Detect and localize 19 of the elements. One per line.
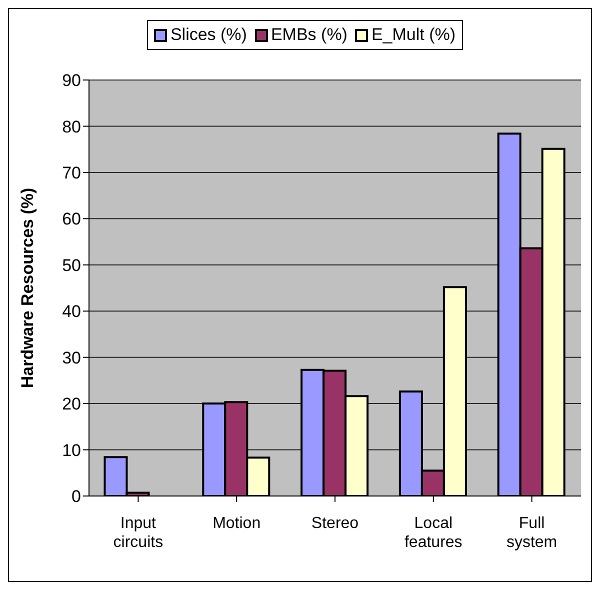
x-tick-label: Full system xyxy=(506,515,558,551)
y-tick-label: 10 xyxy=(62,440,81,460)
x-tick-label: Input circuits xyxy=(113,515,164,551)
y-tick-label: 60 xyxy=(62,210,81,229)
legend-label: EMBs (%) xyxy=(270,25,348,45)
x-tick-label: Motion xyxy=(212,515,261,532)
y-tick-label: 20 xyxy=(62,394,81,414)
y-tick-label: 40 xyxy=(62,302,81,322)
x-tick-label: Stereo xyxy=(311,515,359,532)
legend-label: E_Mult (%) xyxy=(370,25,456,45)
y-axis-title: Hardware Resources (%) xyxy=(18,188,38,388)
y-tick-label: 50 xyxy=(62,256,81,275)
y-tick-label: 70 xyxy=(62,163,81,182)
legend-label: Slices (%) xyxy=(169,25,247,45)
y-tick-label: 0 xyxy=(72,487,81,506)
y-tick-label: 30 xyxy=(62,348,81,368)
x-tick-label: Local features xyxy=(404,515,462,551)
y-tick-label: 80 xyxy=(62,117,81,136)
y-tick-label: 90 xyxy=(62,71,81,90)
